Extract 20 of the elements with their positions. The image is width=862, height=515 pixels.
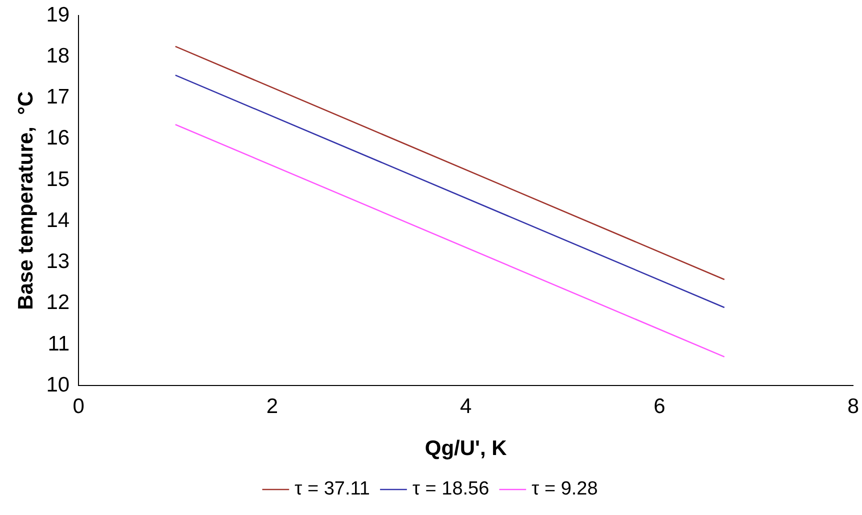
y-tick-label: 13 bbox=[46, 250, 70, 274]
y-tick-label: 12 bbox=[46, 291, 70, 314]
y-tick-label: 10 bbox=[46, 373, 70, 396]
x-axis-title: Qg/U', K bbox=[424, 437, 507, 460]
y-tick-label: 19 bbox=[46, 3, 70, 26]
legend-label: τ = 9.28 bbox=[532, 478, 598, 500]
y-tick-label: 18 bbox=[46, 44, 70, 68]
y-tick-label: 11 bbox=[48, 332, 70, 356]
legend-label: τ = 18.56 bbox=[412, 478, 490, 500]
legend-label: τ = 37.11 bbox=[294, 478, 370, 500]
y-axis-title: Base temperature, °C bbox=[14, 91, 38, 310]
x-tick-label: 4 bbox=[460, 394, 472, 418]
x-tick-label: 0 bbox=[72, 394, 84, 418]
x-tick-label: 6 bbox=[654, 394, 666, 418]
x-tick-label: 8 bbox=[847, 394, 860, 418]
x-tick-label: 2 bbox=[266, 394, 278, 418]
y-tick-label: 17 bbox=[46, 86, 70, 109]
y-tick-label: 14 bbox=[46, 208, 70, 232]
y-tick-label: 16 bbox=[46, 126, 70, 150]
y-tick-label: 15 bbox=[46, 168, 70, 191]
